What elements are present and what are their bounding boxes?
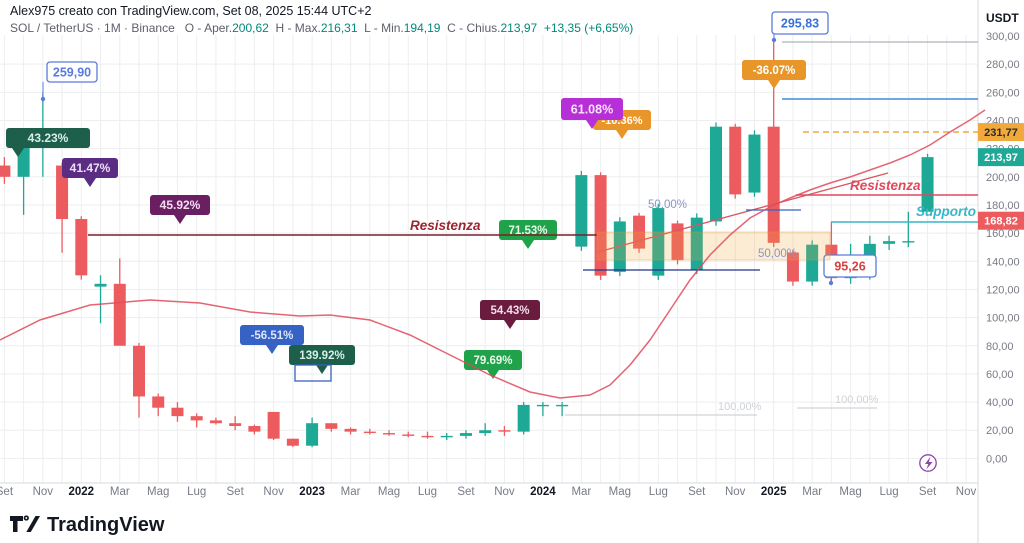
svg-text:Lug: Lug <box>418 486 437 498</box>
svg-text:2023: 2023 <box>299 486 325 498</box>
svg-text:Set: Set <box>919 486 937 498</box>
svg-text:Lug: Lug <box>649 486 668 498</box>
svg-text:Supporto: Supporto <box>916 204 976 219</box>
svg-text:100,00: 100,00 <box>986 313 1020 325</box>
svg-text:41.47%: 41.47% <box>70 161 111 175</box>
svg-text:43.23%: 43.23% <box>28 131 69 145</box>
svg-text:Mar: Mar <box>110 486 130 498</box>
svg-text:280,00: 280,00 <box>986 59 1020 71</box>
svg-text:61.08%: 61.08% <box>571 102 613 116</box>
svg-text:45.92%: 45.92% <box>160 198 201 212</box>
svg-text:20,00: 20,00 <box>986 425 1014 437</box>
svg-text:Mar: Mar <box>341 486 361 498</box>
svg-text:200,00: 200,00 <box>986 172 1020 184</box>
svg-text:259,90: 259,90 <box>53 65 91 79</box>
svg-text:Nov: Nov <box>263 486 284 498</box>
svg-text:40,00: 40,00 <box>986 397 1014 409</box>
svg-text:140,00: 140,00 <box>986 256 1020 268</box>
svg-text:Resistenza: Resistenza <box>410 218 481 233</box>
svg-text:Mag: Mag <box>609 486 631 498</box>
svg-text:160,00: 160,00 <box>986 228 1020 240</box>
svg-text:100,00%: 100,00% <box>835 394 879 406</box>
svg-text:Mag: Mag <box>378 486 400 498</box>
svg-text:Mag: Mag <box>839 486 861 498</box>
svg-text:80,00: 80,00 <box>986 341 1014 353</box>
svg-text:180,00: 180,00 <box>986 200 1020 212</box>
svg-text:168,82: 168,82 <box>984 216 1018 228</box>
svg-text:260,00: 260,00 <box>986 87 1020 99</box>
svg-text:54.43%: 54.43% <box>490 305 529 317</box>
svg-text:Mag: Mag <box>147 486 169 498</box>
svg-text:300,00: 300,00 <box>986 31 1020 43</box>
svg-text:Lug: Lug <box>879 486 898 498</box>
svg-text:Set: Set <box>457 486 475 498</box>
svg-text:-56.51%: -56.51% <box>251 330 294 342</box>
svg-text:Set: Set <box>688 486 706 498</box>
svg-text:120,00: 120,00 <box>986 284 1020 296</box>
svg-text:95,26: 95,26 <box>834 259 865 273</box>
svg-text:Nov: Nov <box>725 486 746 498</box>
svg-text:213,97: 213,97 <box>984 152 1018 164</box>
svg-text:Set: Set <box>227 486 245 498</box>
svg-text:231,77: 231,77 <box>984 127 1018 139</box>
svg-text:Nov: Nov <box>494 486 515 498</box>
svg-text:USDT: USDT <box>986 11 1019 25</box>
svg-text:Mar: Mar <box>571 486 591 498</box>
svg-text:139.92%: 139.92% <box>299 350 344 362</box>
svg-text:79.69%: 79.69% <box>473 355 512 367</box>
svg-text:-36.07%: -36.07% <box>753 65 796 77</box>
svg-text:Nov: Nov <box>956 486 977 498</box>
svg-text:0,00: 0,00 <box>986 453 1007 465</box>
svg-text:Nov: Nov <box>33 486 54 498</box>
svg-text:2024: 2024 <box>530 486 556 498</box>
svg-text:50,00%: 50,00% <box>648 199 687 211</box>
svg-text:100,00%: 100,00% <box>718 401 762 413</box>
svg-text:2022: 2022 <box>69 486 95 498</box>
svg-text:Lug: Lug <box>187 486 206 498</box>
svg-text:2025: 2025 <box>761 486 787 498</box>
svg-text:295,83: 295,83 <box>781 16 819 30</box>
svg-text:Mar: Mar <box>802 486 822 498</box>
svg-text:50,00%: 50,00% <box>758 248 797 260</box>
svg-text:60,00: 60,00 <box>986 369 1014 381</box>
svg-text:Set: Set <box>0 486 14 498</box>
